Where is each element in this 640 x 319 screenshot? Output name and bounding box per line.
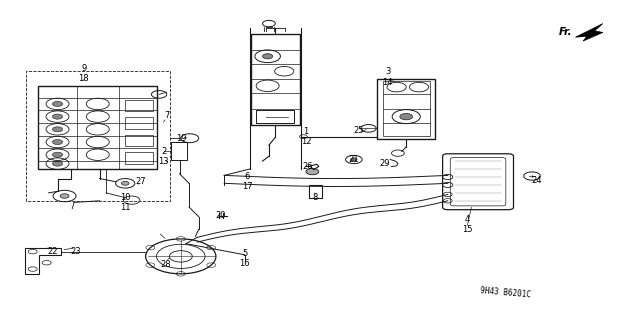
Text: 9H43 B6201C: 9H43 B6201C — [479, 286, 531, 299]
Text: 4
15: 4 15 — [461, 215, 472, 234]
Text: 24: 24 — [532, 176, 542, 185]
Text: 19: 19 — [176, 134, 187, 143]
Text: 8: 8 — [312, 193, 317, 202]
Circle shape — [52, 114, 63, 119]
Text: 5
16: 5 16 — [239, 249, 250, 268]
Text: 3
14: 3 14 — [383, 67, 393, 87]
Text: 27: 27 — [136, 177, 147, 186]
Text: 6
17: 6 17 — [242, 172, 253, 191]
Polygon shape — [575, 24, 603, 41]
Text: 20: 20 — [216, 211, 227, 219]
Circle shape — [52, 127, 63, 132]
Circle shape — [52, 152, 63, 157]
Text: 9
18: 9 18 — [79, 64, 89, 84]
Circle shape — [262, 54, 273, 59]
Circle shape — [52, 101, 63, 107]
Circle shape — [122, 182, 129, 185]
Circle shape — [306, 168, 319, 175]
Circle shape — [400, 114, 413, 120]
Circle shape — [60, 194, 69, 198]
Text: 2
13: 2 13 — [158, 147, 169, 166]
Text: 1
12: 1 12 — [301, 127, 311, 146]
Text: 21: 21 — [348, 155, 358, 164]
Text: 28: 28 — [160, 260, 171, 270]
Text: Fr.: Fr. — [559, 27, 572, 37]
Circle shape — [351, 158, 357, 161]
Circle shape — [52, 139, 63, 145]
Text: 10
11: 10 11 — [120, 193, 131, 212]
Text: 22: 22 — [48, 247, 58, 256]
Text: 23: 23 — [71, 247, 81, 256]
Text: 7: 7 — [164, 111, 170, 120]
Text: 29: 29 — [380, 159, 390, 168]
Text: 26: 26 — [302, 162, 312, 171]
Text: 25: 25 — [353, 126, 364, 135]
Circle shape — [52, 161, 63, 166]
